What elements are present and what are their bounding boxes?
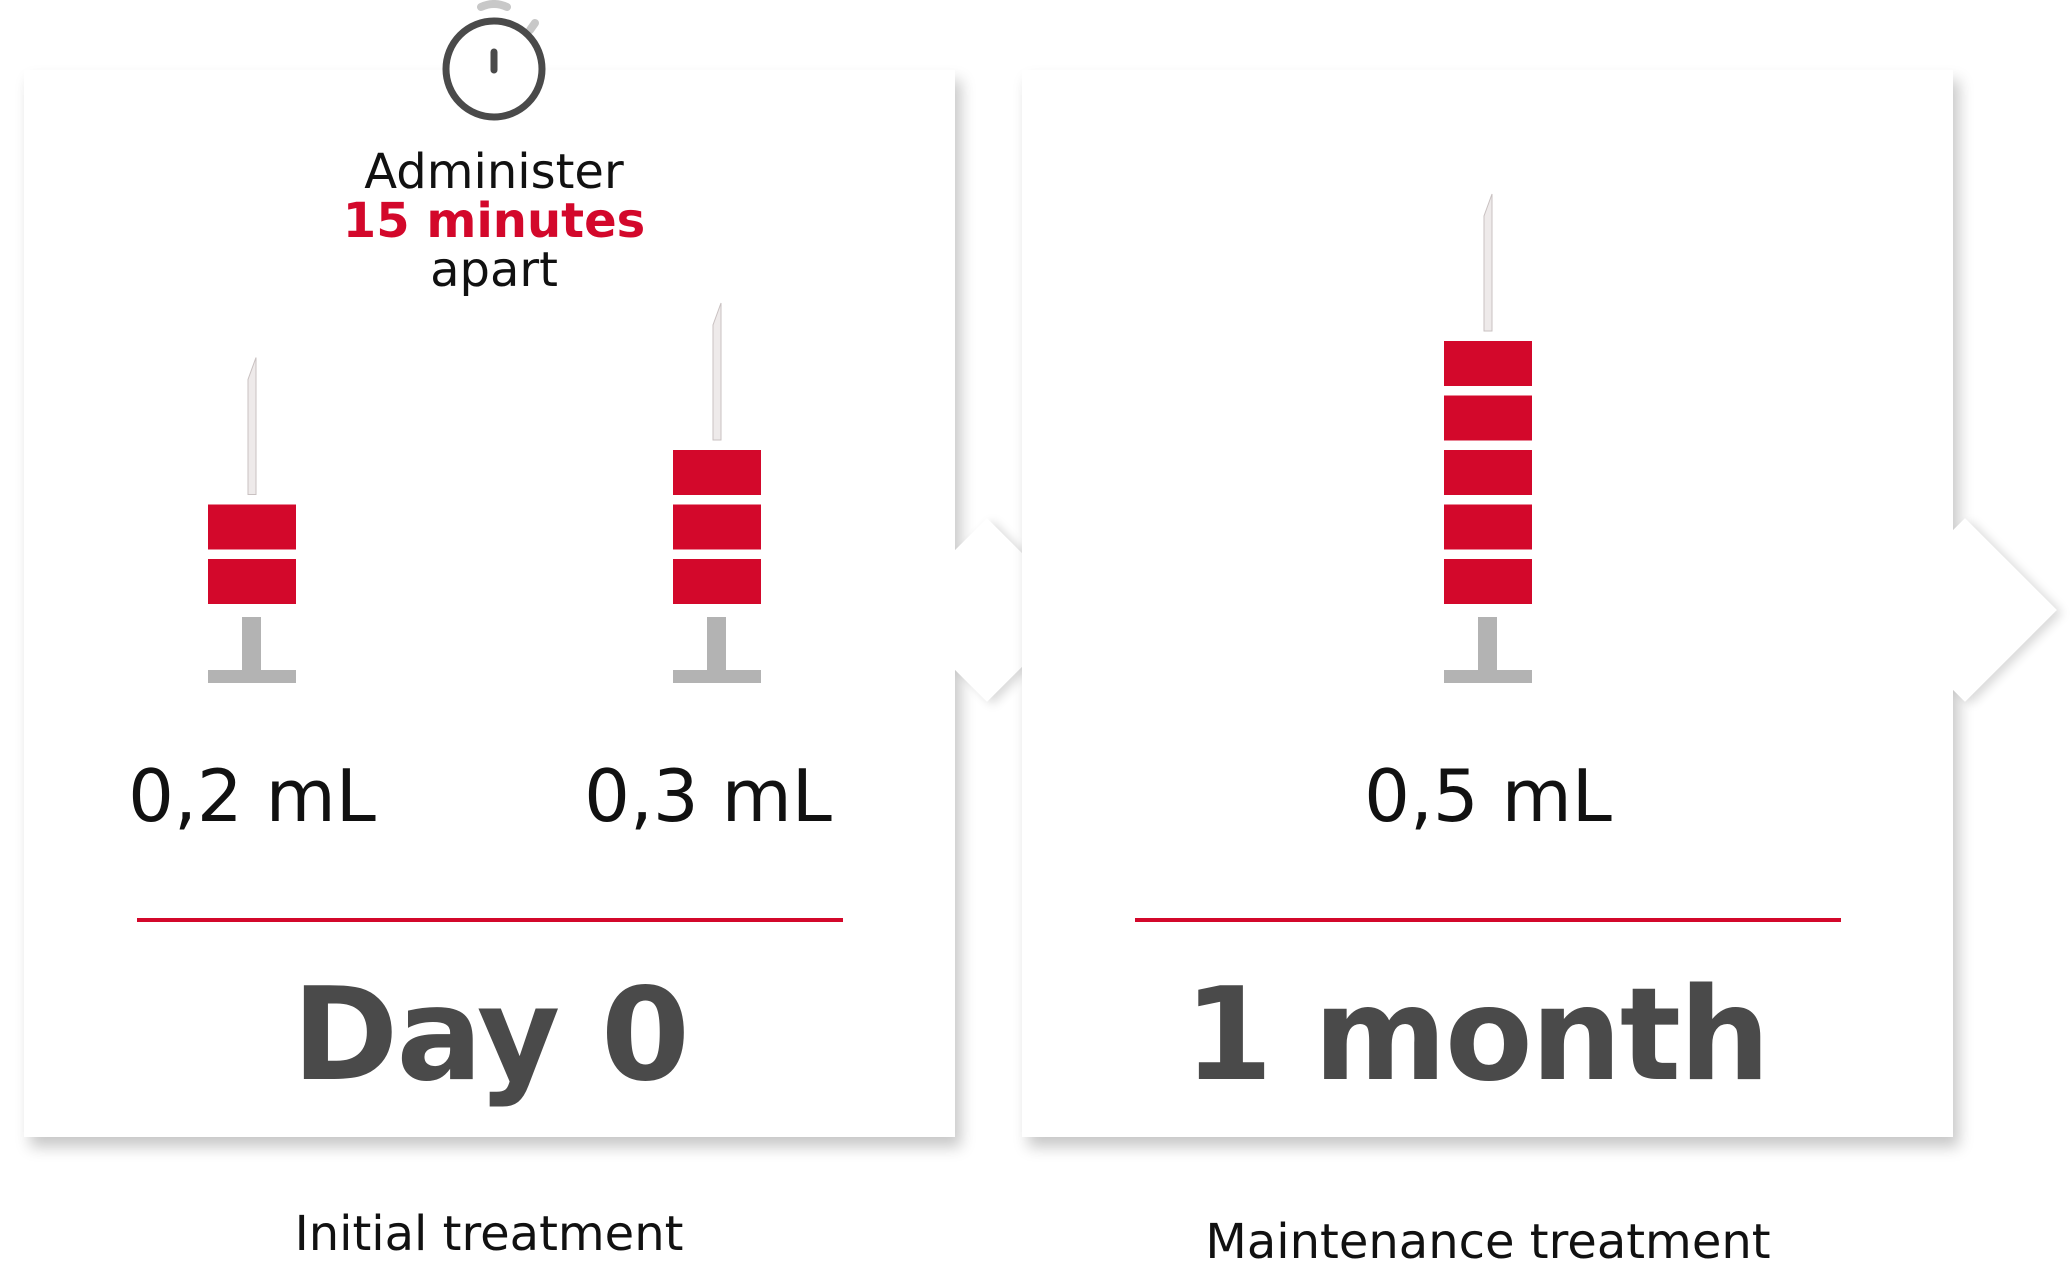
syringe-0-3ml [673,302,761,683]
plunger-stem [242,617,261,670]
plunger-base [208,670,296,683]
plunger-stem [707,617,726,670]
plunger-base [673,670,761,683]
maintenance-timepoint: 1 month [1183,961,1770,1110]
dose-label: 0,2 mL [128,754,376,838]
needle [712,302,722,441]
syringe-0-5ml [1444,193,1532,683]
barrel-block [1444,559,1532,604]
stopwatch-icon [442,0,546,121]
barrel-block [208,504,296,550]
administer-interval: 15 minutes [342,193,646,249]
barrel-block [1444,450,1532,495]
dose-label: 0,5 mL [1364,754,1612,838]
needle [247,357,257,495]
barrel-block [1444,395,1532,441]
barrel-block [673,450,761,495]
administer-line1: Administer [364,144,624,200]
initial-treatment-card [24,70,955,1137]
administer-line3: apart [430,242,558,298]
maintenance-caption: Maintenance treatment [1205,1214,1771,1270]
barrel-block [673,504,761,550]
divider [137,918,843,922]
divider [1135,918,1841,922]
initial-timepoint: Day 0 [292,961,690,1110]
barrel-block [1444,341,1532,386]
plunger-stem [1478,617,1497,670]
barrel-block [208,559,296,604]
syringe-0-2ml [208,357,296,683]
barrel-block [1444,504,1532,550]
plunger-base [1444,670,1532,683]
initial-caption: Initial treatment [294,1206,684,1262]
dose-label: 0,3 mL [584,754,832,838]
administer-note: Administer 15 minutes apart [343,148,645,295]
needle [1483,193,1493,332]
barrel-block [673,559,761,604]
